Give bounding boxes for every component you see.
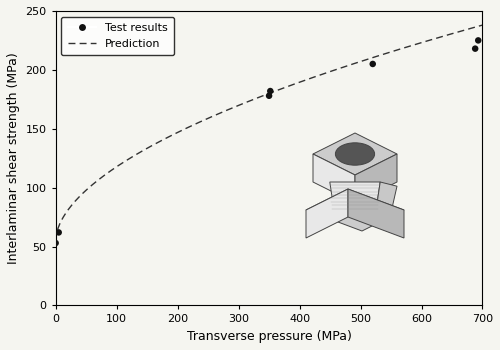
Legend: Test results, Prediction: Test results, Prediction (61, 16, 174, 55)
Point (52, 240, 60, 246)
X-axis label: Transverse pressure (MPa): Transverse pressure (MPa) (186, 330, 352, 343)
Point (265, 93, 273, 99)
Polygon shape (355, 154, 397, 203)
Polygon shape (306, 189, 348, 238)
Point (54, 230, 62, 235)
Polygon shape (313, 133, 397, 175)
Y-axis label: Interlaminar shear strength (MPa): Interlaminar shear strength (MPa) (7, 52, 20, 264)
Point (368, 61, 376, 67)
Point (471, 46, 479, 51)
Ellipse shape (336, 143, 374, 165)
Polygon shape (313, 154, 355, 203)
Polygon shape (330, 182, 380, 210)
Polygon shape (376, 182, 397, 217)
Polygon shape (348, 189, 404, 238)
Point (474, 37, 482, 43)
Polygon shape (306, 189, 404, 231)
Point (266, 88, 274, 94)
